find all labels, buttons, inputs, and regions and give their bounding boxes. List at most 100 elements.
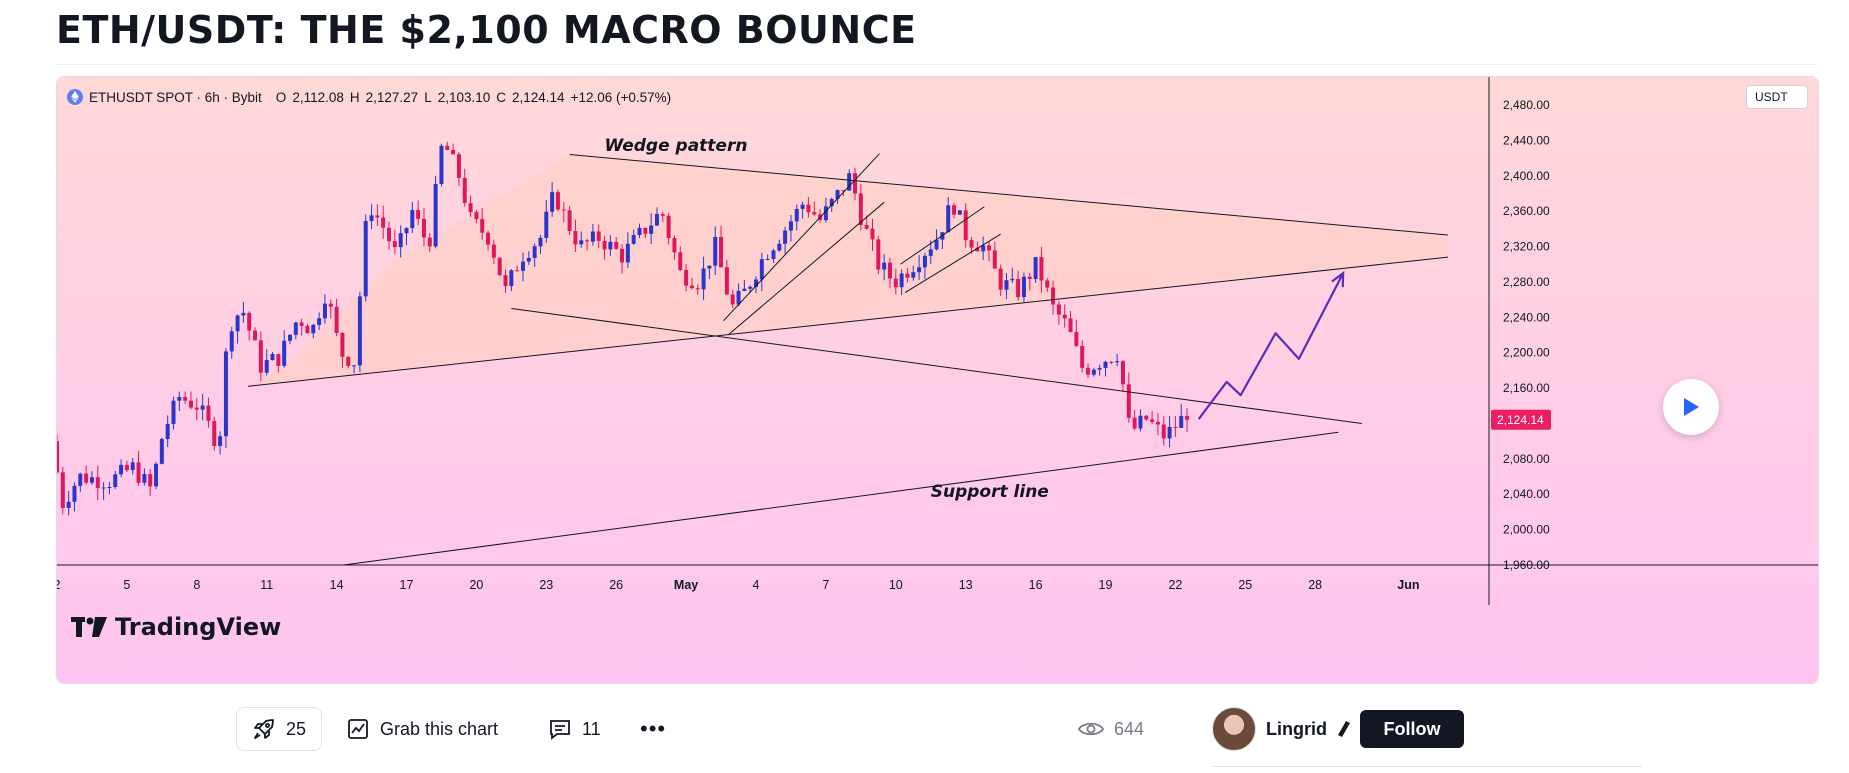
candle-body	[84, 473, 89, 483]
candle-body	[159, 439, 164, 464]
open-value: 2,112.08	[292, 89, 344, 105]
chart-snapshot-icon	[348, 719, 368, 739]
candle-body	[375, 215, 380, 218]
candle-body	[200, 405, 205, 410]
candle-body	[165, 423, 170, 440]
currency-selector[interactable]: USDT	[1746, 85, 1808, 109]
candle-body	[573, 230, 578, 245]
candle-body	[206, 405, 211, 421]
candle-body	[299, 322, 304, 326]
candle-body	[649, 225, 654, 234]
trendline	[343, 431, 1339, 566]
candle-body	[998, 268, 1003, 290]
candle-body	[1086, 367, 1091, 375]
candle-body	[713, 236, 718, 266]
candle-body	[107, 487, 112, 489]
trendline	[511, 307, 1362, 424]
candle-body	[1167, 427, 1172, 439]
candle-body	[212, 420, 217, 446]
annotation-support-line: Support line	[931, 482, 1049, 502]
price-chart[interactable]: 1,960.002,000.002,040.002,080.002,120.00…	[57, 77, 1819, 684]
candle-body	[521, 261, 525, 271]
symbol-label[interactable]: ETHUSDT SPOT · 6h · Bybit	[89, 89, 262, 105]
x-tick-label: 7	[822, 578, 829, 592]
candle-body	[823, 206, 828, 221]
play-button[interactable]	[1663, 379, 1719, 435]
candle-body	[322, 303, 327, 319]
x-tick-label: 25	[1238, 578, 1252, 592]
close-label: C	[496, 89, 507, 105]
candle-body	[579, 240, 584, 245]
candle-body	[194, 407, 199, 410]
candle-body	[113, 474, 118, 488]
candle-body	[398, 233, 403, 248]
candle-body	[637, 227, 642, 236]
y-tick-label: 2,160.00	[1503, 381, 1550, 395]
candle-body	[1039, 257, 1044, 281]
candle-body	[1027, 276, 1032, 280]
candle-body	[719, 236, 724, 268]
candle-body	[870, 228, 875, 240]
candle-body	[806, 204, 811, 213]
candle-body	[555, 192, 560, 210]
candle-body	[975, 247, 980, 252]
low-label: L	[424, 89, 432, 105]
trendline	[248, 256, 1449, 387]
candle-body	[1004, 280, 1009, 290]
tradingview-logo[interactable]: TradingView	[71, 613, 281, 641]
candle-body	[934, 239, 939, 250]
candle-body	[416, 210, 421, 219]
boost-count: 25	[285, 718, 307, 739]
candle-body	[928, 249, 933, 256]
candle-body	[882, 262, 887, 270]
candle-body	[142, 474, 147, 483]
candle-body	[352, 365, 357, 367]
more-options-button[interactable]: •••	[640, 707, 666, 751]
author-name[interactable]: Lingrid	[1266, 718, 1327, 739]
candles-group	[57, 141, 1190, 516]
projection-arrowhead	[1331, 270, 1345, 288]
open-label: O	[275, 89, 287, 105]
avatar[interactable]	[1212, 707, 1256, 751]
candle-body	[369, 215, 374, 221]
candle-body	[544, 211, 549, 238]
trendline	[569, 154, 1449, 236]
candle-body	[678, 252, 683, 270]
y-tick-label: 2,360.00	[1503, 204, 1550, 218]
chart-container[interactable]: 1,960.002,000.002,040.002,080.002,120.00…	[56, 76, 1819, 684]
boost-button[interactable]: 25	[236, 707, 322, 751]
candle-body	[887, 262, 892, 279]
candle-body	[992, 250, 997, 269]
follow-button[interactable]: Follow	[1360, 710, 1464, 748]
candle-body	[1051, 287, 1056, 305]
candle-body	[1056, 304, 1061, 315]
candle-body	[858, 193, 863, 225]
candle-body	[526, 257, 531, 262]
candle-body	[783, 230, 788, 244]
x-tick-label: 20	[469, 578, 483, 592]
comments-button[interactable]: 11	[548, 707, 601, 751]
annotation-wedge-pattern: Wedge pattern	[605, 136, 748, 156]
candle-body	[550, 192, 555, 212]
candle-body	[363, 220, 368, 297]
candle-body	[829, 198, 834, 207]
candle-body	[1080, 345, 1085, 368]
x-tick-label: Jun	[1397, 578, 1419, 592]
x-tick-label: 26	[609, 578, 623, 592]
candle-body	[171, 400, 176, 424]
x-tick-label: 23	[539, 578, 553, 592]
x-tick-label: 16	[1029, 578, 1043, 592]
candle-body	[794, 208, 799, 222]
eye-icon	[1078, 722, 1104, 736]
candle-body	[631, 235, 636, 244]
candle-body	[561, 209, 566, 211]
candle-body	[701, 268, 706, 290]
candle-body	[474, 212, 479, 220]
candle-body	[876, 239, 881, 270]
author-profile[interactable]: Lingrid	[1212, 707, 1351, 751]
grab-chart-button[interactable]: Grab this chart	[346, 707, 498, 751]
candle-body	[922, 255, 927, 268]
candle-body	[952, 205, 957, 215]
candle-body	[765, 258, 770, 260]
tradingview-wordmark: TradingView	[115, 613, 282, 641]
